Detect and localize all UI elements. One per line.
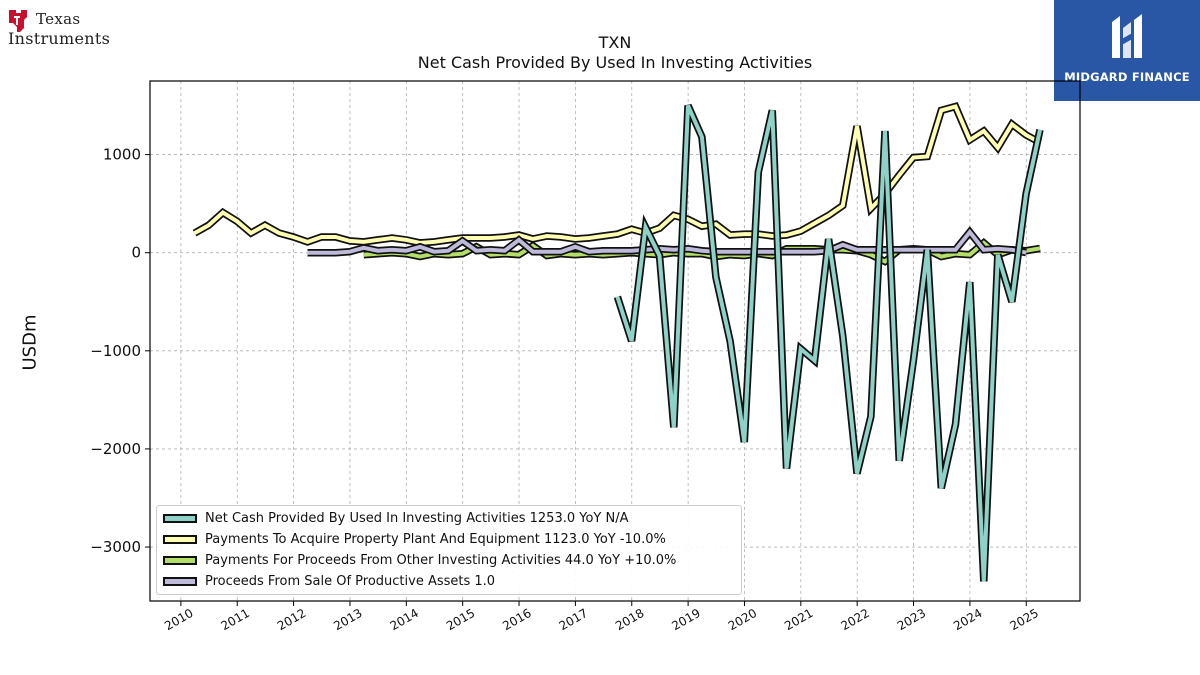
legend-item: Payments To Acquire Property Plant And E… — [163, 529, 666, 549]
series-stroke — [307, 228, 1027, 255]
x-tick-label: 2015 — [444, 606, 477, 633]
x-tick-label: 2012 — [275, 606, 308, 633]
ti-logo-icon — [9, 10, 27, 32]
legend-label: Proceeds From Sale Of Productive Assets … — [205, 573, 496, 589]
x-tick-label: 2010 — [162, 606, 195, 633]
x-tick-label: 2021 — [782, 606, 815, 633]
x-tick-label: 2025 — [1008, 606, 1041, 633]
legend-swatch — [163, 534, 197, 544]
y-tick-label: 1000 — [103, 146, 141, 164]
legend-item: Payments For Proceeds From Other Investi… — [163, 550, 676, 570]
legend-item: Net Cash Provided By Used In Investing A… — [163, 508, 629, 528]
x-tick-label: 2020 — [726, 606, 759, 633]
chart-legend: Net Cash Provided By Used In Investing A… — [156, 505, 742, 595]
legend-label: Payments To Acquire Property Plant And E… — [205, 531, 666, 547]
ti-logo-line2: Instruments — [8, 29, 111, 48]
plot-frame — [149, 80, 1081, 602]
legend-swatch — [163, 513, 197, 523]
y-tick-label: −2000 — [90, 440, 141, 458]
series-stroke — [615, 104, 1042, 582]
x-tick-label: 2013 — [331, 606, 364, 633]
midgard-finance-logo: MIDGARD FINANCE — [1054, 0, 1200, 101]
texas-instruments-logo: Texas Instruments — [6, 6, 141, 54]
legend-label: Payments For Proceeds From Other Investi… — [205, 552, 677, 568]
y-tick-label: 0 — [131, 244, 141, 262]
x-tick-label: 2019 — [669, 606, 702, 633]
midgard-finance-name: MIDGARD FINANCE — [1064, 70, 1190, 84]
chart-title: TXN — [598, 33, 632, 52]
midgard-finance-logo-icon — [1112, 14, 1142, 58]
x-tick-label: 2018 — [613, 606, 646, 633]
x-tick-label: 2023 — [895, 606, 928, 633]
legend-swatch — [163, 576, 197, 586]
x-tick-label: 2024 — [951, 606, 984, 633]
x-tick-label: 2016 — [500, 606, 533, 633]
legend-item: Proceeds From Sale Of Productive Assets … — [163, 571, 495, 591]
ti-logo-line1: Texas — [36, 10, 81, 28]
series-outline — [192, 102, 1042, 247]
legend-label: Net Cash Provided By Used In Investing A… — [205, 510, 629, 526]
x-tick-label: 2014 — [388, 606, 421, 633]
y-tick-label: −1000 — [90, 342, 141, 360]
series-line — [307, 226, 1027, 257]
chart-subtitle: Net Cash Provided By Used In Investing A… — [417, 53, 813, 72]
series-line — [613, 103, 1044, 582]
x-tick-label: 2022 — [838, 606, 871, 633]
legend-swatch — [163, 555, 197, 565]
series-stroke — [193, 104, 1041, 245]
x-tick-label: 2017 — [557, 606, 590, 633]
x-tick-label: 2011 — [219, 606, 252, 633]
series-line — [192, 102, 1042, 247]
y-tick-label: −3000 — [90, 538, 141, 556]
